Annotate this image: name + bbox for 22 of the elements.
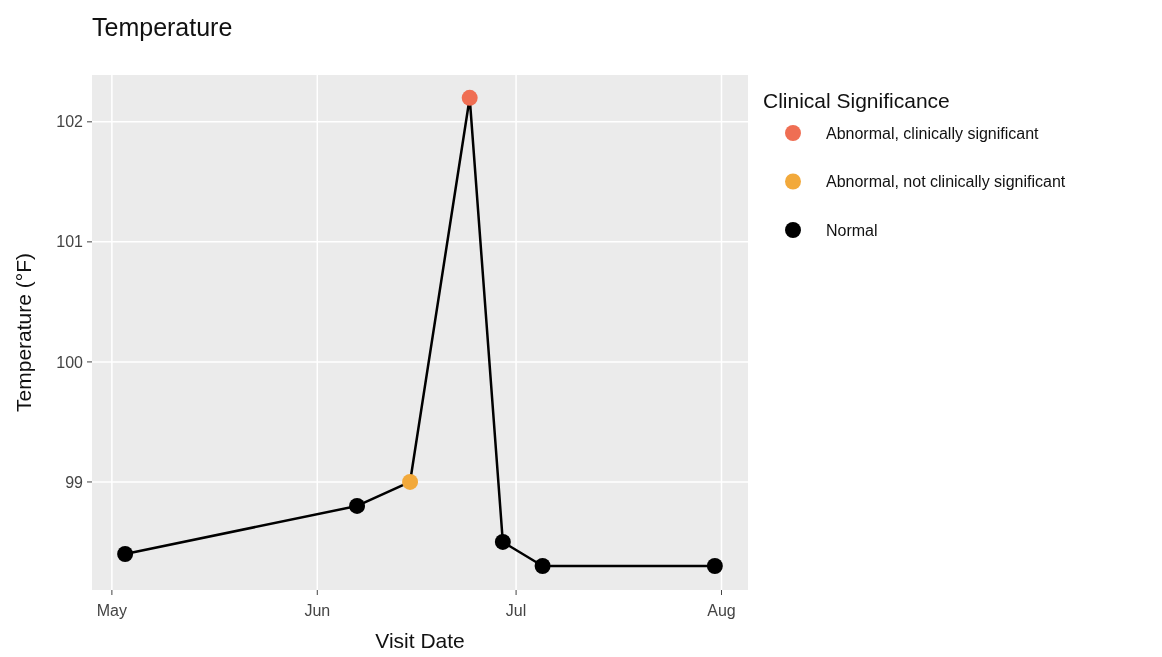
x-tick-label: May — [96, 602, 127, 619]
legend-label: Abnormal, clinically significant — [826, 124, 1040, 142]
y-tick-label: 101 — [56, 233, 84, 251]
point — [117, 546, 134, 562]
x-tick-label: Aug — [707, 602, 736, 619]
y-tick-label: 99 — [65, 473, 84, 491]
y-tick-label: 102 — [56, 113, 84, 131]
point — [402, 473, 419, 490]
point — [494, 534, 511, 550]
x-tick-label: Jun — [304, 602, 331, 619]
point — [349, 498, 366, 514]
legend-label: Normal — [826, 221, 878, 239]
point — [461, 89, 478, 106]
x-tick-label: Jul — [505, 602, 527, 619]
x-axis-title: Visit Date — [375, 629, 465, 652]
legend-title: Clinical Significance — [763, 89, 950, 112]
y-tick-label: 100 — [56, 353, 84, 371]
legend-label: Abnormal, not clinically significant — [826, 173, 1066, 191]
point — [706, 558, 723, 574]
chart-title: Temperature — [92, 13, 233, 41]
point — [534, 558, 551, 574]
y-axis-title: Temperature (°F) — [12, 253, 35, 412]
